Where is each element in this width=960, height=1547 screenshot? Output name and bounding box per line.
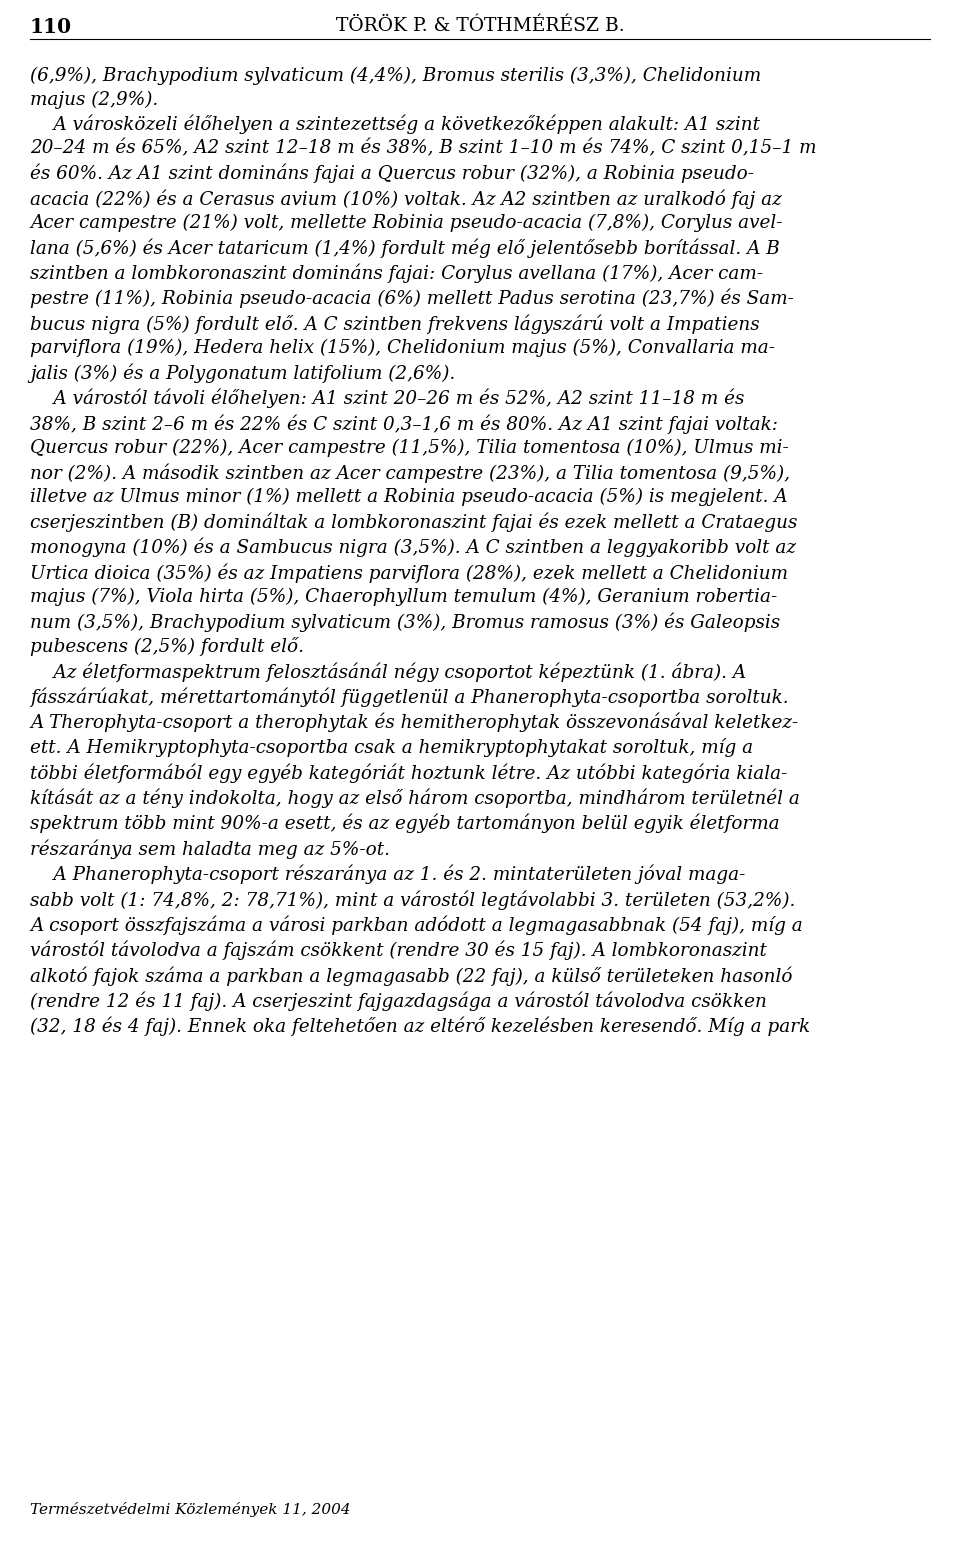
Text: TÖRÖK P. & TÓTHMÉRÉSZ B.: TÖRÖK P. & TÓTHMÉRÉSZ B. xyxy=(336,17,624,36)
Text: Természetvédelmi Közlemények 11, 2004: Természetvédelmi Közlemények 11, 2004 xyxy=(30,1502,350,1518)
Text: 110: 110 xyxy=(30,17,72,37)
Text: (6,9%), Brachypodium sylvaticum (4,4%), Bromus sterilis (3,3%), Chelidonium
maju: (6,9%), Brachypodium sylvaticum (4,4%), … xyxy=(30,67,817,1036)
